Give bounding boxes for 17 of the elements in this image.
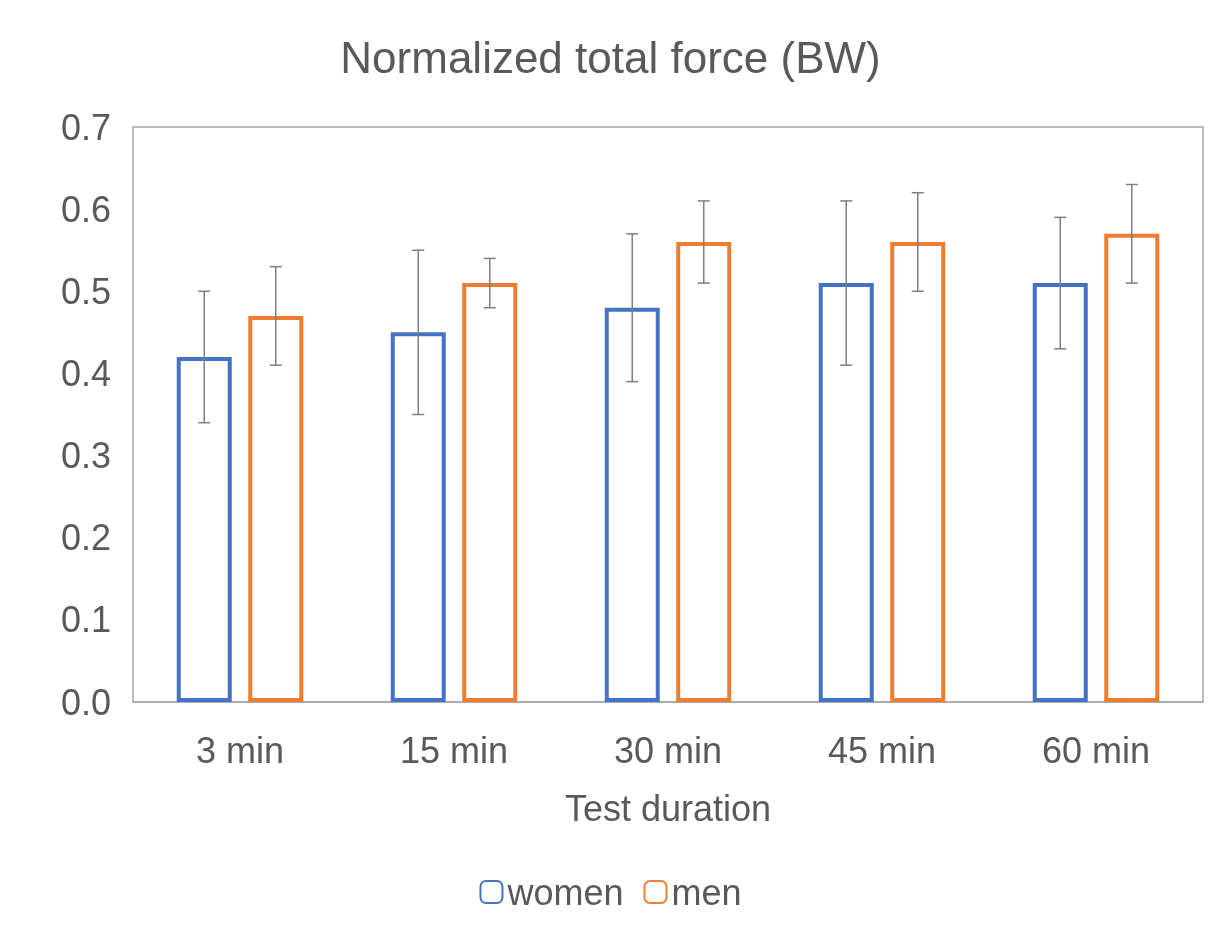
legend-label: men (671, 871, 742, 913)
x-tick-label: 3 min (195, 729, 285, 771)
x-tick-label: 15 min (399, 729, 509, 771)
x-tick-label: 45 min (827, 729, 937, 771)
x-axis-title: Test duration (564, 787, 772, 829)
y-tick-label: 0.7 (60, 106, 111, 148)
y-tick-label: 0.2 (60, 517, 111, 559)
x-tick-label: 60 min (1041, 729, 1151, 771)
legend-label: women (506, 871, 624, 913)
y-tick-label: 0.3 (60, 435, 111, 477)
y-tick-label: 0.0 (60, 681, 111, 723)
x-tick-label: 30 min (613, 729, 723, 771)
chart-title: Normalized total force (BW) (340, 32, 881, 82)
y-tick-label: 0.4 (60, 352, 111, 394)
y-tick-label: 0.1 (60, 599, 111, 641)
y-tick-label: 0.5 (60, 270, 111, 312)
y-tick-label: 0.6 (60, 188, 111, 230)
